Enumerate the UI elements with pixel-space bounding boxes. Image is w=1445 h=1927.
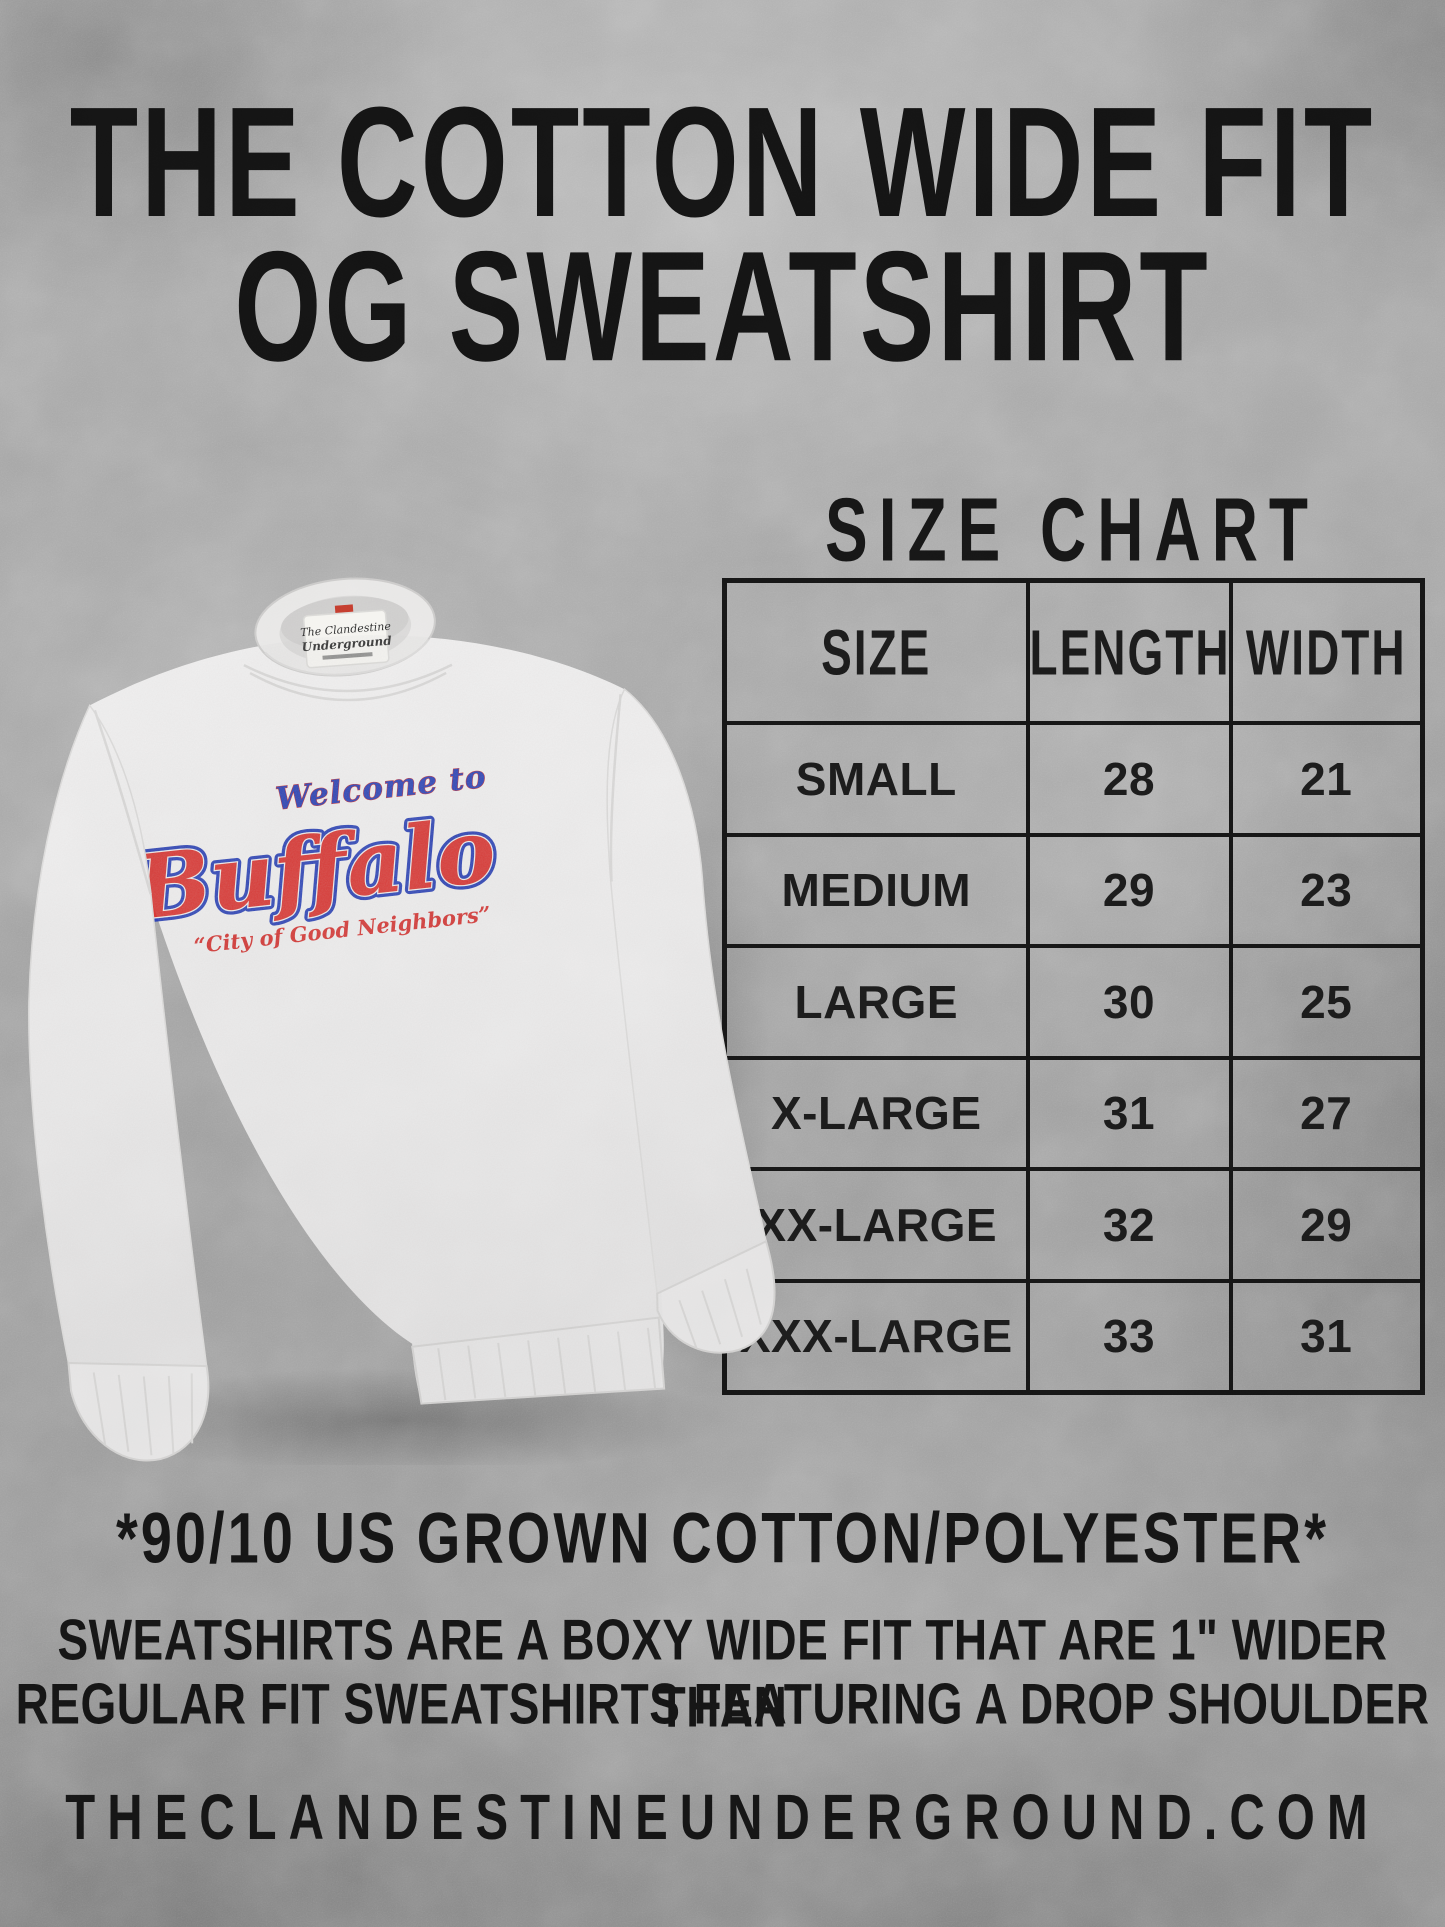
table-row-xx-large: XX-LARGE 32 29 <box>722 1167 1425 1283</box>
page-title-line1: THE COTTON WIDE FIT <box>69 74 1376 250</box>
table-row-xxx-large: XXX-LARGE 33 31 <box>722 1278 1425 1395</box>
size-chart-heading: SIZE CHART <box>825 479 1319 581</box>
length-cell: 29 <box>1025 832 1233 948</box>
width-cell: 31 <box>1228 1278 1425 1395</box>
length-cell: 33 <box>1025 1278 1233 1395</box>
table-row-x-large: X-LARGE 31 27 <box>722 1055 1425 1171</box>
website-url: THECLANDESTINEUNDERGROUND.COM <box>65 1783 1380 1854</box>
length-cell: 32 <box>1025 1167 1233 1283</box>
page-title: THE COTTON WIDE FIT OG SWEATSHIRT <box>0 74 1445 394</box>
sweatshirt-photo: Welcome to Buffalo Buffalo “City of Good… <box>28 577 776 1465</box>
table-row-medium: MEDIUM 29 23 <box>722 832 1425 948</box>
table-row-large: LARGE 30 25 <box>722 944 1425 1060</box>
width-cell: 27 <box>1228 1055 1425 1171</box>
column-header-length: LENGTH <box>1025 578 1233 725</box>
heather-texture <box>28 635 767 1402</box>
width-cell: 23 <box>1228 832 1425 948</box>
length-cell: 30 <box>1025 944 1233 1060</box>
table-row-small: SMALL 28 21 <box>722 721 1425 837</box>
fit-note-line2: REGULAR FIT SWEATSHIRTS FEATURING A DROP… <box>15 1671 1430 1736</box>
width-cell: 29 <box>1228 1167 1425 1283</box>
size-chart-header-row: SIZE LENGTH WIDTH <box>722 578 1425 725</box>
material-note: *90/10 US GROWN COTTON/POLYESTER* <box>115 1497 1330 1578</box>
width-cell: 21 <box>1228 721 1425 837</box>
length-cell: 31 <box>1025 1055 1233 1171</box>
page-title-line2: OG SWEATSHIRT <box>234 218 1211 394</box>
width-cell: 25 <box>1228 944 1425 1060</box>
length-cell: 28 <box>1025 721 1233 837</box>
size-chart-table: SIZE LENGTH WIDTH SMALL 28 21 MEDIUM 29 … <box>722 578 1425 1395</box>
column-header-width: WIDTH <box>1228 578 1425 725</box>
